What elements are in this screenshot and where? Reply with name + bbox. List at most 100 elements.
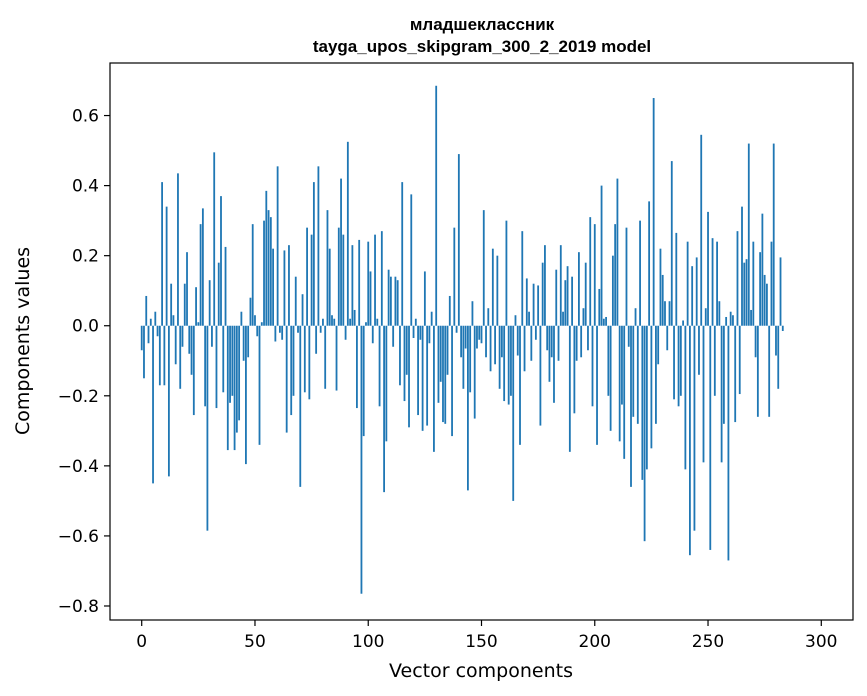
x-tick-label: 200 bbox=[579, 632, 611, 652]
bar bbox=[505, 220, 508, 326]
bar bbox=[521, 231, 524, 326]
bar bbox=[222, 325, 225, 393]
y-tick-label: −0.8 bbox=[58, 597, 99, 617]
bar bbox=[369, 271, 372, 326]
y-tick-label: −0.6 bbox=[58, 527, 99, 547]
bar bbox=[718, 301, 721, 326]
bar bbox=[632, 325, 635, 417]
bar bbox=[494, 325, 496, 365]
bar bbox=[625, 227, 628, 326]
bar bbox=[630, 325, 632, 487]
bar bbox=[428, 325, 431, 344]
bar bbox=[442, 325, 444, 423]
bar bbox=[763, 274, 766, 326]
bar bbox=[659, 248, 662, 326]
bar bbox=[328, 248, 331, 326]
bar bbox=[559, 245, 562, 326]
bar bbox=[419, 325, 422, 340]
bar bbox=[430, 311, 433, 326]
bar bbox=[183, 283, 186, 326]
bar bbox=[750, 309, 752, 326]
bar bbox=[167, 325, 170, 477]
bar bbox=[713, 325, 716, 396]
x-axis-ticks: 0 50 100 150 200 250 300 bbox=[136, 620, 838, 652]
bar bbox=[709, 325, 712, 550]
bar bbox=[220, 196, 222, 326]
bar bbox=[519, 325, 521, 445]
bar bbox=[478, 325, 481, 340]
bar bbox=[775, 325, 777, 356]
bar bbox=[349, 318, 352, 326]
bar bbox=[340, 178, 342, 326]
bar bbox=[154, 311, 157, 326]
bar bbox=[376, 318, 379, 326]
bar bbox=[747, 143, 750, 326]
bar bbox=[537, 285, 540, 326]
bar bbox=[380, 231, 383, 326]
bar bbox=[600, 185, 603, 326]
bar bbox=[331, 315, 333, 326]
bar bbox=[310, 234, 313, 326]
bar bbox=[385, 325, 388, 442]
bar bbox=[546, 325, 549, 351]
bar bbox=[514, 315, 517, 326]
bar bbox=[639, 220, 641, 326]
bar bbox=[335, 325, 338, 391]
bar bbox=[675, 232, 678, 326]
bar bbox=[346, 141, 349, 326]
bar bbox=[528, 311, 530, 326]
bar bbox=[772, 143, 775, 326]
bar bbox=[437, 325, 440, 403]
bar bbox=[498, 325, 501, 389]
bar bbox=[387, 269, 390, 326]
bar bbox=[541, 262, 544, 326]
bar bbox=[319, 325, 322, 333]
bar bbox=[729, 311, 732, 326]
bar bbox=[743, 262, 746, 326]
y-tick-label: −0.2 bbox=[58, 387, 99, 407]
bar bbox=[317, 166, 320, 326]
bar bbox=[226, 325, 229, 451]
bar bbox=[272, 248, 274, 326]
bar bbox=[405, 325, 408, 375]
bar bbox=[224, 246, 227, 326]
bar bbox=[401, 182, 404, 326]
bar bbox=[698, 325, 700, 375]
bar bbox=[677, 325, 680, 407]
bar bbox=[281, 325, 284, 340]
bar bbox=[734, 325, 737, 423]
bar bbox=[423, 271, 426, 326]
bar bbox=[240, 311, 243, 326]
bar bbox=[482, 210, 485, 326]
bar bbox=[251, 224, 254, 326]
bar bbox=[777, 325, 780, 389]
bar bbox=[213, 152, 216, 326]
bar bbox=[566, 266, 569, 326]
bar bbox=[174, 325, 177, 365]
bar bbox=[691, 266, 694, 326]
bar bbox=[575, 325, 578, 361]
bar bbox=[539, 325, 542, 426]
bar bbox=[754, 325, 757, 358]
bar bbox=[303, 325, 306, 393]
bar bbox=[217, 262, 220, 326]
bar bbox=[199, 224, 202, 326]
bar bbox=[564, 280, 567, 326]
x-tick-label: 50 bbox=[244, 632, 266, 652]
bars-group bbox=[140, 85, 784, 594]
bar bbox=[496, 255, 499, 326]
bar bbox=[618, 325, 621, 442]
bar bbox=[238, 325, 241, 421]
bar bbox=[360, 325, 363, 594]
bar bbox=[745, 259, 748, 326]
bar bbox=[267, 210, 270, 326]
bar bbox=[258, 325, 261, 445]
bar bbox=[627, 325, 630, 347]
bar bbox=[308, 325, 311, 400]
bar bbox=[732, 315, 734, 326]
bar bbox=[152, 325, 154, 484]
bar bbox=[611, 255, 614, 326]
bar bbox=[306, 227, 308, 326]
bar bbox=[186, 252, 188, 326]
